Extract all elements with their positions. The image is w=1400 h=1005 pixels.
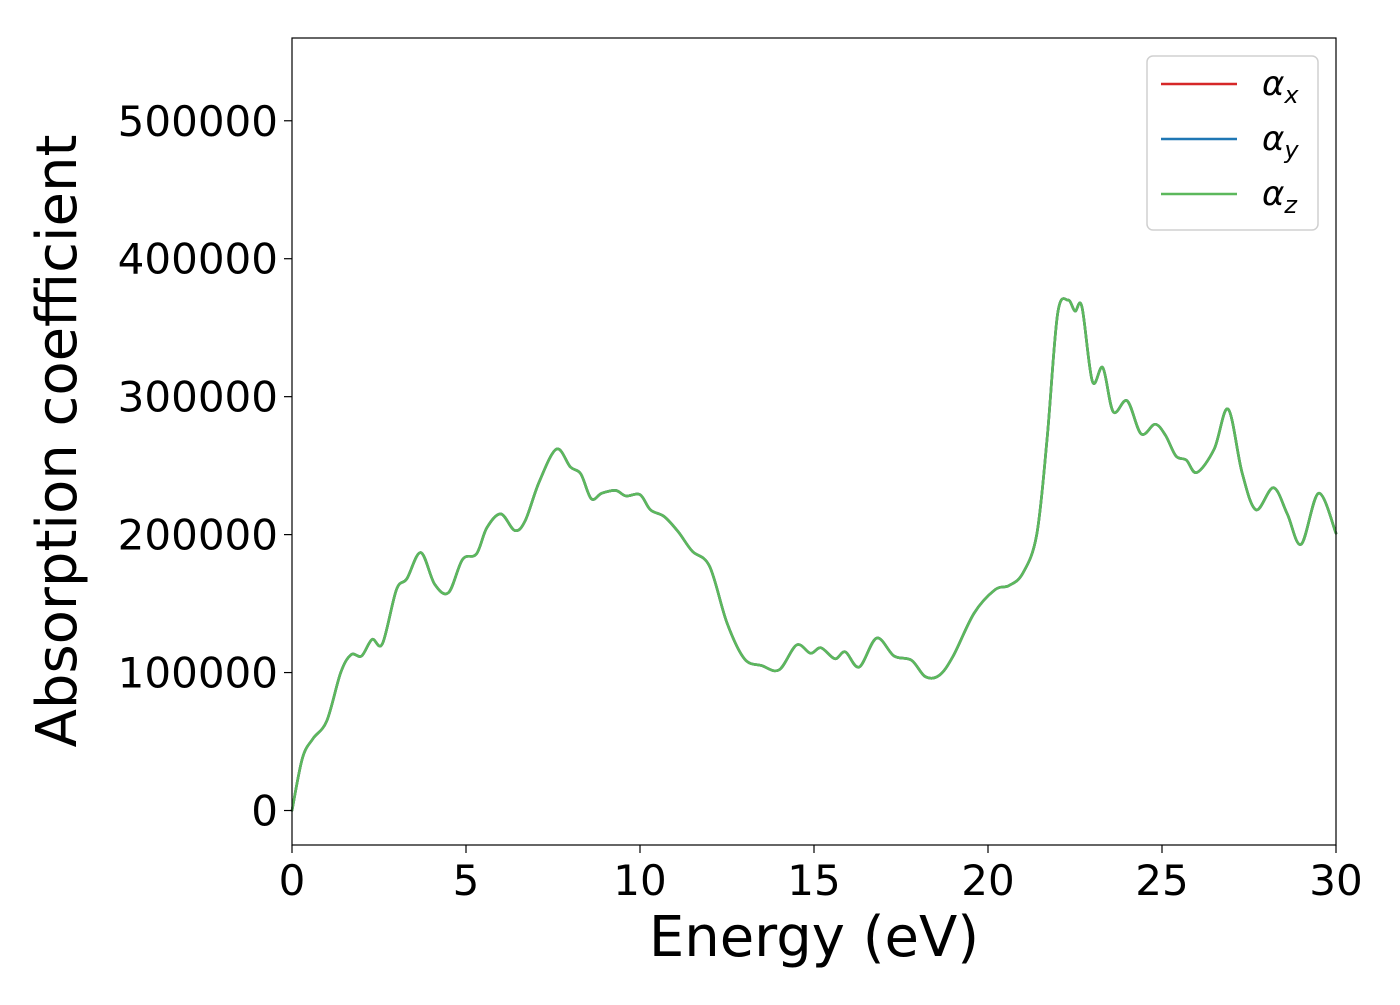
x-tick-label: 10 — [613, 856, 666, 905]
series-line-x — [290, 297, 1338, 812]
x-tick-label: 0 — [279, 856, 306, 905]
legend: αx αy αz — [1146, 55, 1319, 231]
y-tick-label: 500000 — [118, 97, 278, 146]
legend-items: αx αy αz — [1161, 64, 1299, 219]
legend-box — [1146, 55, 1319, 231]
series-line-y — [290, 297, 1338, 812]
y-tick-label: 200000 — [118, 511, 278, 560]
y-tick-label: 100000 — [118, 649, 278, 698]
y-tick-label: 400000 — [118, 235, 278, 284]
legend-label-x: αx — [1262, 64, 1299, 109]
y-axis-title: Absorption coefficient — [25, 135, 90, 748]
x-axis-ticks: 0 5 10 15 20 25 30 — [279, 845, 1363, 905]
series-layer — [290, 297, 1338, 812]
x-tick-label: 25 — [1135, 856, 1188, 905]
x-tick-label: 20 — [961, 856, 1014, 905]
x-axis-title: Energy (eV) — [649, 905, 979, 970]
legend-label-y: αy — [1262, 119, 1299, 164]
y-tick-label: 300000 — [118, 373, 278, 422]
x-tick-label: 30 — [1309, 856, 1362, 905]
legend-label-z: αz — [1262, 174, 1298, 219]
y-tick-label: 0 — [251, 787, 278, 836]
x-tick-label: 5 — [453, 856, 480, 905]
x-tick-label: 15 — [787, 856, 840, 905]
y-axis-ticks: 0 100000 200000 300000 400000 500000 — [118, 97, 292, 836]
series-line-z — [290, 297, 1338, 812]
